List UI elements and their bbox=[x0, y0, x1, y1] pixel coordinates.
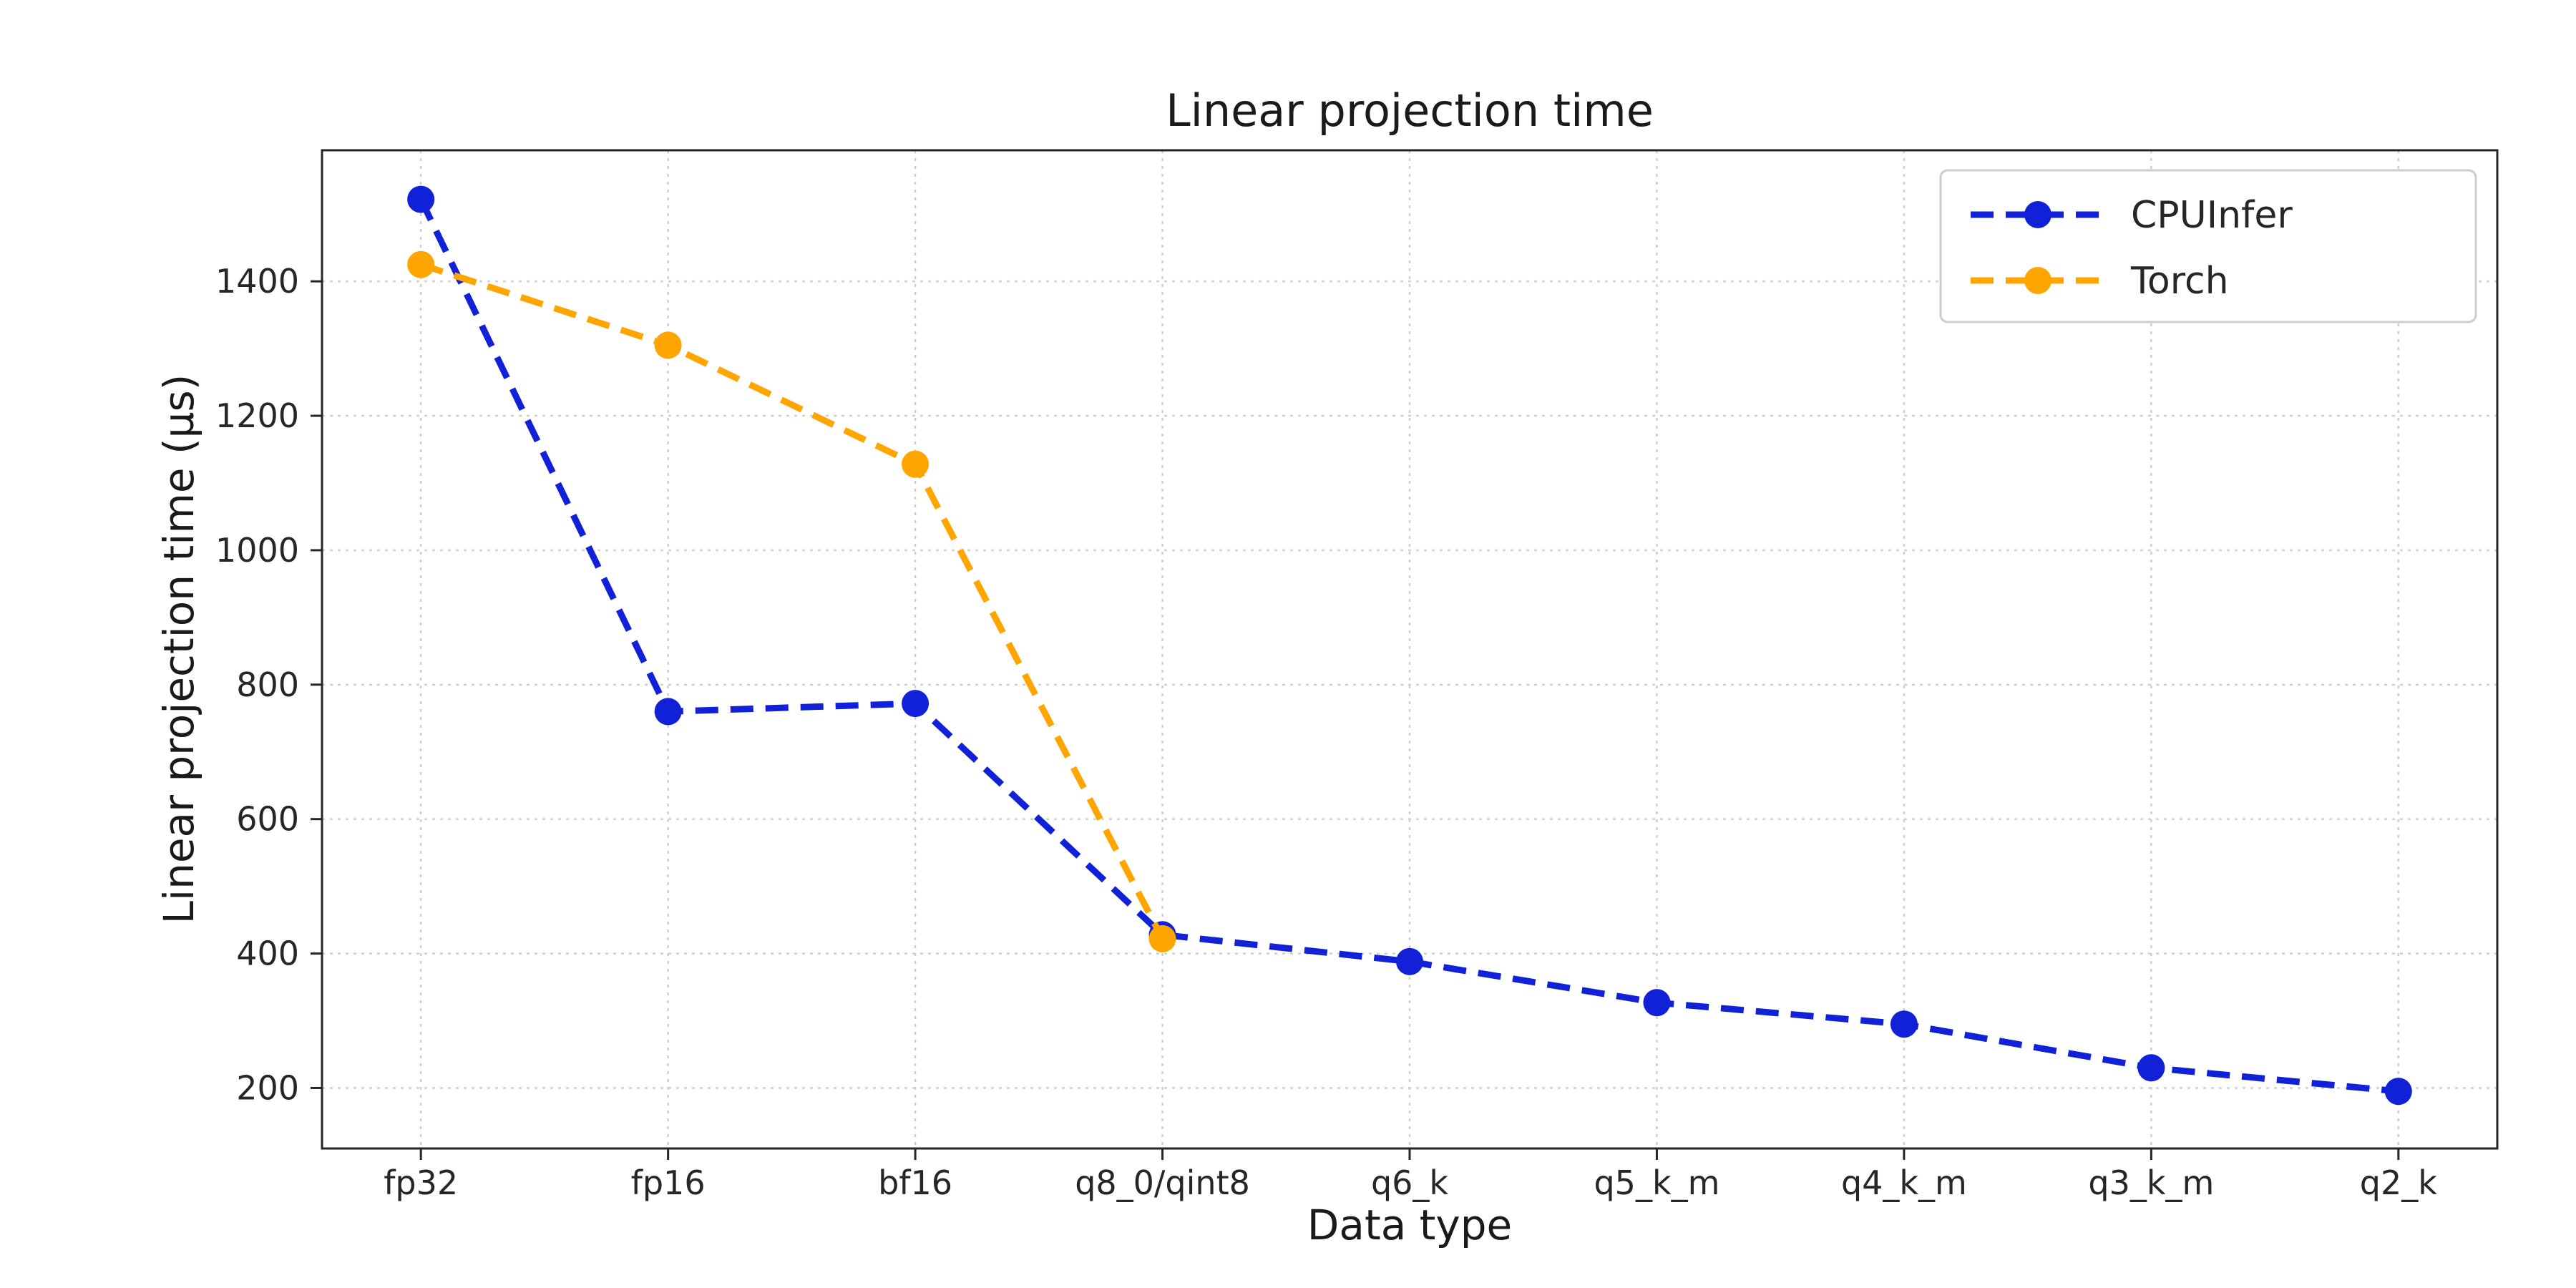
y-tick-label: 600 bbox=[236, 800, 299, 839]
x-tick-label: q2_k bbox=[2360, 1163, 2437, 1202]
legend-label: CPUInfer bbox=[2131, 194, 2293, 237]
legend-box bbox=[1939, 169, 2477, 323]
x-tick-label: fp32 bbox=[384, 1163, 458, 1202]
y-tick-label: 200 bbox=[236, 1068, 299, 1107]
x-tick-label: bf16 bbox=[878, 1163, 952, 1202]
plot-border bbox=[321, 149, 2499, 1150]
x-tick-label: q6_k bbox=[1371, 1163, 1448, 1202]
y-tick-label: 1000 bbox=[215, 531, 299, 570]
x-tick-label: q5_k_m bbox=[1594, 1163, 1719, 1202]
x-tick-label: q8_0/qint8 bbox=[1075, 1163, 1250, 1202]
x-tick-label: q4_k_m bbox=[1841, 1163, 1967, 1202]
series-line bbox=[419, 261, 1166, 940]
legend-label: Torch bbox=[2130, 260, 2229, 303]
y-tick-label: 1200 bbox=[215, 396, 299, 435]
data-point bbox=[902, 450, 930, 478]
data-point bbox=[407, 185, 435, 213]
data-point bbox=[1643, 989, 1671, 1017]
legend-marker-sample bbox=[2024, 201, 2051, 228]
data-point bbox=[1396, 947, 1423, 975]
data-point bbox=[1148, 924, 1176, 952]
x-tick-label: q3_k_m bbox=[2088, 1163, 2214, 1202]
x-tick-label: fp16 bbox=[631, 1163, 706, 1202]
y-tick-label: 800 bbox=[236, 665, 299, 704]
y-tick-label: 400 bbox=[236, 935, 299, 973]
y-tick-label: 1400 bbox=[215, 262, 299, 301]
data-point bbox=[902, 690, 930, 718]
data-point bbox=[654, 698, 682, 726]
x-axis-label: Data type bbox=[1307, 1201, 1513, 1249]
data-point bbox=[2384, 1078, 2412, 1106]
chart-title: Linear projection time bbox=[1166, 84, 1654, 137]
data-point bbox=[407, 250, 435, 278]
data-point bbox=[2137, 1054, 2165, 1082]
data-point bbox=[654, 331, 682, 359]
legend-marker-sample bbox=[2024, 267, 2051, 294]
data-point bbox=[1890, 1010, 1918, 1038]
legend: CPUInfer Torch bbox=[1939, 169, 2477, 323]
